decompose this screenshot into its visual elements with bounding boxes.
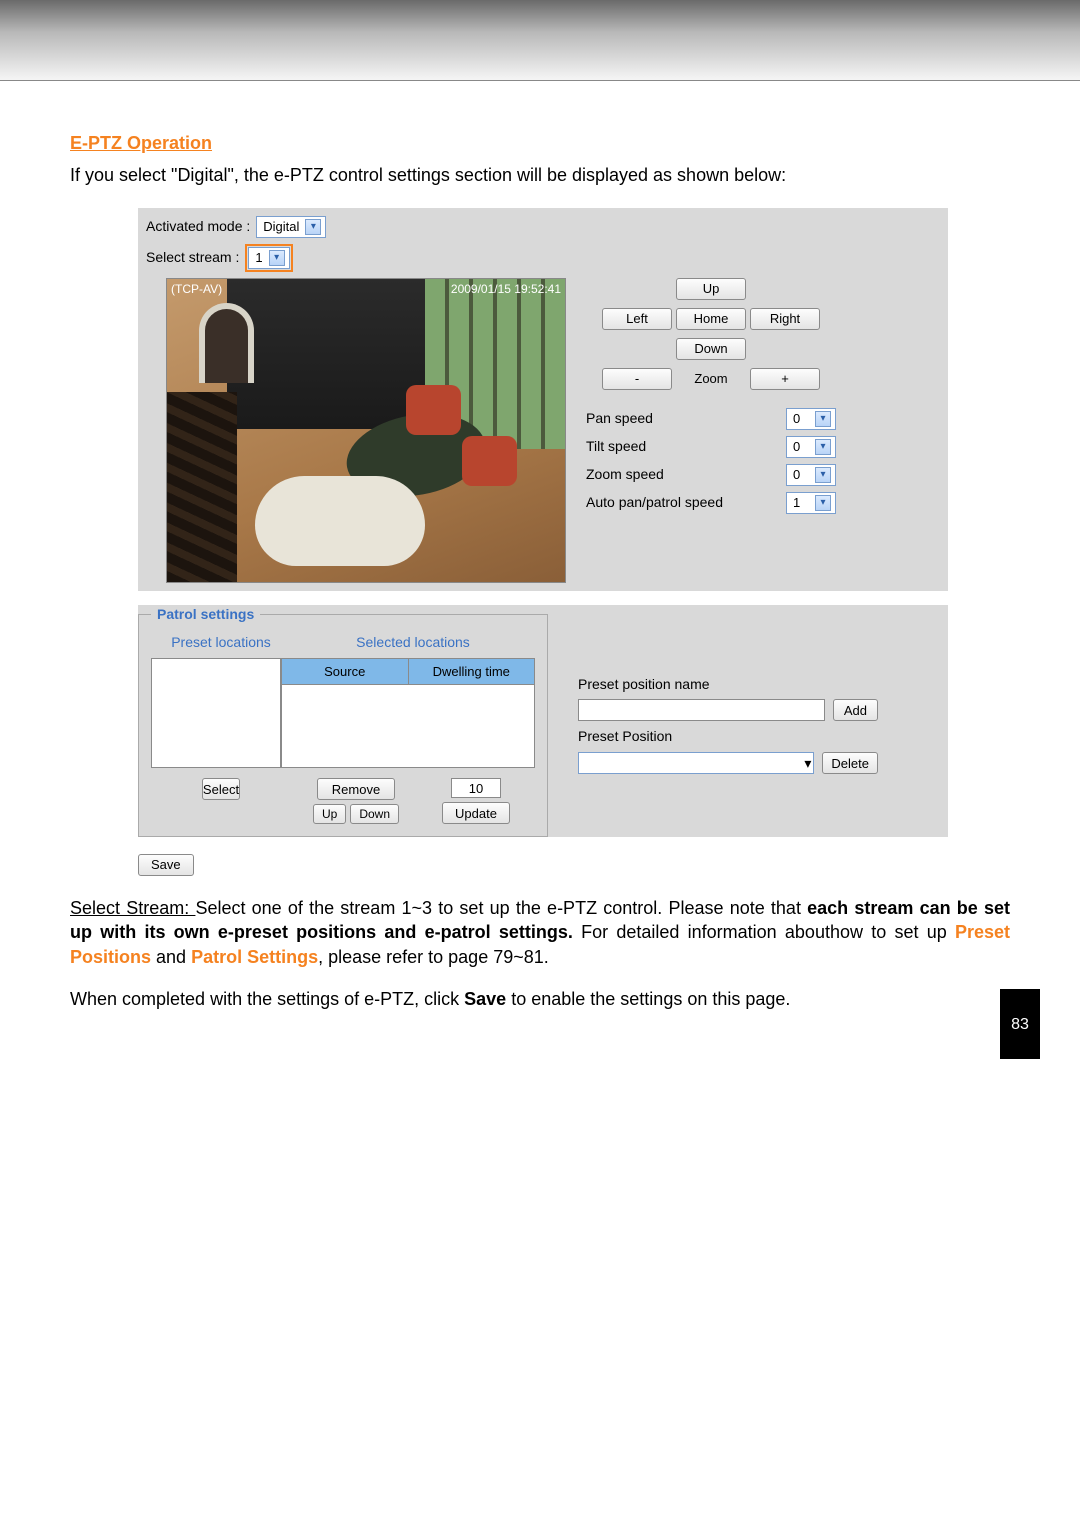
- auto-speed-value: 1: [793, 494, 800, 512]
- auto-speed-select[interactable]: 1 ▾: [786, 492, 836, 514]
- select-button[interactable]: Select: [202, 778, 240, 800]
- preset-position-label: Preset Position: [578, 727, 878, 746]
- text: Select one of the stream 1~3 to set up t…: [195, 898, 807, 918]
- ptz-right-button[interactable]: Right: [750, 308, 820, 330]
- chevron-down-icon: ▾: [815, 439, 831, 455]
- activated-mode-value: Digital: [263, 218, 299, 236]
- patrol-panel: Patrol settings Preset locations Selecte…: [138, 605, 948, 838]
- pan-speed-select[interactable]: 0 ▾: [786, 408, 836, 430]
- select-stream-heading: Select Stream:: [70, 898, 195, 918]
- zoom-label: Zoom: [676, 368, 746, 390]
- intro-text: If you select "Digital", the e-PTZ contr…: [70, 163, 1010, 187]
- text: , please refer to page 79~81.: [318, 947, 549, 967]
- text-bold: Save: [464, 989, 506, 1009]
- delete-button[interactable]: Delete: [822, 752, 878, 774]
- ptz-home-button[interactable]: Home: [676, 308, 746, 330]
- select-stream-paragraph: Select Stream: Select one of the stream …: [70, 896, 1010, 969]
- remove-button[interactable]: Remove: [317, 778, 395, 800]
- video-timestamp: 2009/01/15 19:52:41: [451, 281, 561, 297]
- source-column-header: Source: [282, 659, 409, 684]
- select-stream-select[interactable]: 1 ▾: [248, 247, 289, 269]
- ptz-controls: Up Left Home Right Down - Zoom + Pan spe…: [586, 278, 836, 583]
- chevron-down-icon: ▾: [305, 219, 321, 235]
- chevron-down-icon: ▾: [815, 467, 831, 483]
- chevron-down-icon: ▾: [804, 754, 811, 773]
- preset-position-select[interactable]: ▾: [578, 752, 814, 774]
- page-content: E-PTZ Operation If you select "Digital",…: [0, 111, 1080, 1069]
- dwelling-time-input[interactable]: 10: [451, 778, 501, 798]
- patrol-legend: Patrol settings: [151, 605, 260, 624]
- select-stream-label: Select stream :: [146, 248, 239, 267]
- zoom-speed-label: Zoom speed: [586, 465, 664, 484]
- text: When completed with the settings of e-PT…: [70, 989, 464, 1009]
- chevron-down-icon: ▾: [815, 411, 831, 427]
- eptz-panel: Activated mode : Digital ▾ Select stream…: [138, 208, 948, 591]
- header-divider: [0, 80, 1080, 81]
- preset-name-label: Preset position name: [578, 675, 878, 694]
- pan-speed-value: 0: [793, 410, 800, 428]
- chevron-down-icon: ▾: [815, 495, 831, 511]
- save-note-paragraph: When completed with the settings of e-PT…: [70, 987, 1010, 1011]
- selected-locations-list[interactable]: [281, 684, 535, 768]
- select-stream-value: 1: [255, 249, 262, 267]
- tilt-speed-select[interactable]: 0 ▾: [786, 436, 836, 458]
- activated-mode-label: Activated mode :: [146, 217, 250, 236]
- activated-mode-select[interactable]: Digital ▾: [256, 216, 326, 238]
- stream-highlight: 1 ▾: [245, 244, 292, 272]
- text: For detailed information abouthow to set…: [573, 922, 955, 942]
- pan-speed-label: Pan speed: [586, 409, 653, 428]
- preset-locations-header: Preset locations: [151, 633, 291, 652]
- video-preview: (TCP-AV) 2009/01/15 19:52:41: [166, 278, 566, 583]
- zoom-out-button[interactable]: -: [602, 368, 672, 390]
- preset-name-input[interactable]: [578, 699, 825, 721]
- move-down-button[interactable]: Down: [350, 804, 399, 824]
- text: and: [151, 947, 191, 967]
- preset-position-side: Preset position name Add Preset Position…: [578, 605, 878, 781]
- tilt-speed-label: Tilt speed: [586, 437, 646, 456]
- zoom-in-button[interactable]: +: [750, 368, 820, 390]
- ptz-left-button[interactable]: Left: [602, 308, 672, 330]
- ptz-up-button[interactable]: Up: [676, 278, 746, 300]
- page-number: 83: [1000, 989, 1040, 1059]
- zoom-speed-select[interactable]: 0 ▾: [786, 464, 836, 486]
- auto-speed-label: Auto pan/patrol speed: [586, 493, 723, 512]
- chevron-down-icon: ▾: [269, 250, 285, 266]
- text: to enable the settings on this page.: [506, 989, 790, 1009]
- patrol-settings-link: Patrol Settings: [191, 947, 318, 967]
- room-scene-illustration: [167, 279, 565, 582]
- selected-locations-header: Selected locations: [291, 633, 535, 652]
- zoom-speed-value: 0: [793, 466, 800, 484]
- tilt-speed-value: 0: [793, 438, 800, 456]
- header-gradient: [0, 0, 1080, 80]
- section-title: E-PTZ Operation: [70, 131, 1010, 155]
- ptz-down-button[interactable]: Down: [676, 338, 746, 360]
- preset-locations-list[interactable]: [151, 658, 281, 768]
- move-up-button[interactable]: Up: [313, 804, 346, 824]
- video-source-label: (TCP-AV): [171, 281, 222, 297]
- update-button[interactable]: Update: [442, 802, 510, 824]
- dwelling-column-header: Dwelling time: [409, 659, 535, 684]
- add-button[interactable]: Add: [833, 699, 878, 721]
- patrol-fieldset: Patrol settings Preset locations Selecte…: [138, 605, 548, 838]
- save-button[interactable]: Save: [138, 854, 194, 876]
